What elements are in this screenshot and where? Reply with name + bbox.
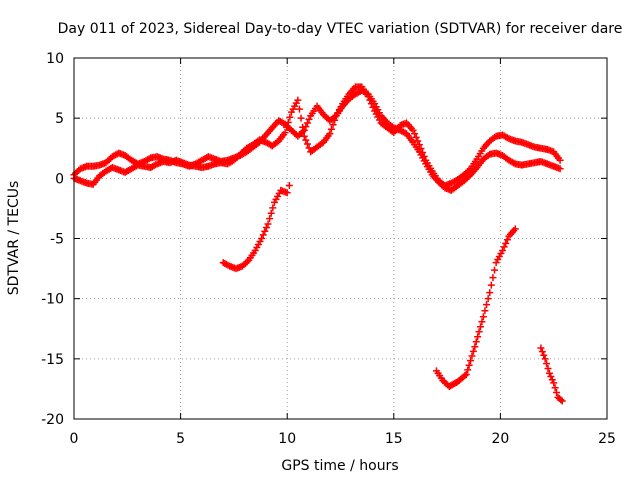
data-point — [300, 132, 308, 140]
data-point — [489, 274, 497, 282]
data-point — [467, 357, 475, 365]
y-tick-label: -10 — [41, 292, 64, 308]
data-point — [327, 125, 335, 133]
data-point — [412, 133, 420, 141]
data-point — [540, 351, 548, 359]
data-point — [479, 313, 487, 321]
data-point — [258, 235, 266, 242]
data-point — [462, 370, 470, 378]
data-point — [464, 366, 472, 374]
axis-ticks: 0 5 10 15 20 25 -20 -15 -10 -5 0 5 10 — [41, 51, 616, 447]
y-tick-label: -5 — [50, 232, 64, 248]
data-point — [469, 347, 477, 355]
data-point — [465, 361, 473, 369]
data-point — [551, 384, 559, 392]
data-point — [283, 123, 291, 131]
data-point — [545, 369, 553, 377]
data-point — [414, 137, 422, 145]
data-point — [537, 344, 545, 352]
data-point — [266, 215, 274, 223]
data-point — [475, 328, 483, 336]
main-trace-a — [70, 83, 564, 190]
data-point — [471, 343, 479, 351]
data-point — [262, 224, 270, 232]
data-point — [259, 231, 267, 239]
data-point — [500, 243, 508, 251]
data-point — [267, 209, 275, 217]
data-point — [483, 301, 491, 309]
data-point — [261, 227, 269, 235]
plot-frame — [73, 57, 608, 420]
data-point — [511, 225, 519, 233]
data-point — [468, 352, 476, 360]
data-point — [283, 189, 291, 197]
data-point — [557, 396, 565, 404]
y-tick-label: 0 — [55, 171, 64, 187]
data-point — [550, 379, 558, 387]
data-point — [503, 236, 511, 244]
data-point — [543, 360, 551, 368]
data-point — [547, 372, 555, 380]
x-tick-label: 5 — [176, 431, 185, 447]
data-point — [474, 333, 482, 341]
data-point — [541, 355, 549, 363]
data-point — [544, 364, 552, 372]
data-point — [329, 121, 337, 129]
data-point — [305, 115, 313, 123]
data-point — [538, 348, 546, 356]
grid — [74, 58, 607, 419]
data-point — [499, 247, 507, 255]
segment-1 — [219, 182, 293, 273]
data-point — [326, 130, 334, 138]
data-point — [556, 156, 564, 164]
segment-2 — [432, 225, 519, 391]
data-point — [331, 116, 339, 124]
y-tick-label: 10 — [46, 51, 64, 67]
data-point — [303, 119, 311, 127]
data-point — [281, 129, 289, 137]
x-tick-label: 10 — [278, 431, 296, 447]
data-point — [294, 96, 302, 104]
y-tick-label: -15 — [41, 352, 64, 368]
data-point — [491, 266, 499, 274]
x-axis-label: GPS time / hours — [281, 458, 398, 474]
main-trace-b — [70, 86, 564, 194]
data-point — [558, 397, 566, 405]
data-point — [481, 307, 489, 315]
data-point — [484, 295, 492, 303]
data-point — [409, 126, 417, 134]
x-tick-label: 25 — [598, 431, 616, 447]
data-point — [264, 220, 272, 228]
x-tick-label: 0 — [70, 431, 79, 447]
y-tick-label: -20 — [41, 412, 64, 428]
data-point — [284, 118, 292, 126]
data-point — [548, 376, 556, 384]
segment-3 — [537, 344, 566, 405]
y-tick-label: 5 — [55, 111, 64, 127]
data-point — [487, 281, 495, 289]
data-point — [295, 105, 303, 113]
data-point — [299, 123, 307, 131]
chart-title: Day 011 of 2023, Sidereal Day-to-day VTE… — [58, 21, 623, 37]
data-point — [461, 372, 469, 380]
data-point — [478, 318, 486, 326]
data-point — [502, 239, 510, 247]
x-tick-label: 15 — [385, 431, 403, 447]
data-point — [297, 114, 305, 122]
data-point — [477, 323, 485, 331]
data-point — [286, 113, 294, 121]
data-point — [411, 130, 419, 138]
data-point — [285, 182, 293, 190]
data-point — [302, 136, 310, 144]
data-point — [472, 338, 480, 346]
plot-area — [70, 83, 566, 405]
y-axis-label: SDTVAR / TECUs — [6, 181, 22, 296]
data-point — [486, 289, 494, 297]
x-tick-label: 20 — [491, 431, 509, 447]
data-point — [556, 165, 564, 173]
data-point — [303, 140, 311, 148]
data-point — [553, 389, 561, 397]
data-point — [269, 204, 277, 212]
